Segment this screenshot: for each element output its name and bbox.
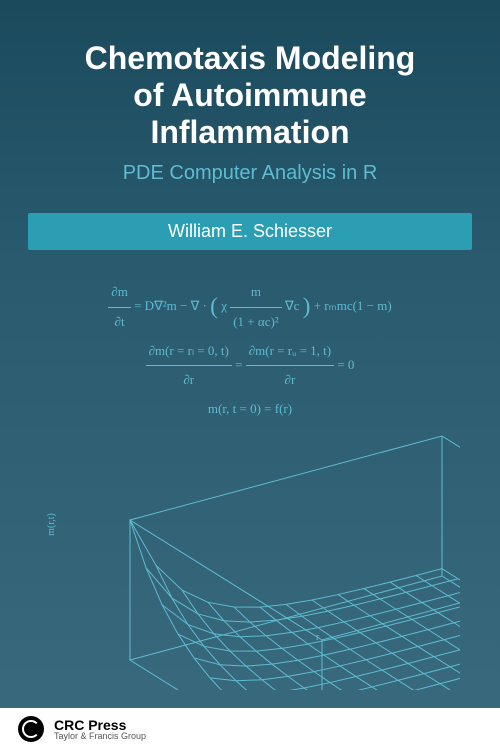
publisher-text: CRC Press Taylor & Francis Group — [54, 718, 146, 741]
eq1-rhs-b: ∇c — [285, 298, 299, 313]
eq1-tail: + rₘmc(1 − m) — [314, 298, 392, 313]
eq2-eq1: = — [235, 357, 246, 372]
eq2-f2-num: ∂m(r = rᵤ = 1, t) — [246, 337, 334, 367]
eq1-paren-close: ) — [303, 294, 311, 320]
book-cover: Chemotaxis Modeling of Autoimmune Inflam… — [0, 0, 500, 750]
eq1-lhs-frac: ∂m ∂t — [108, 278, 131, 336]
eq1-frac2: m (1 + αc)² — [230, 278, 281, 336]
axis-label-z: m(r,t) — [46, 513, 57, 536]
author-name: William E. Schiesser — [168, 221, 332, 241]
title-line-2: of Autoimmune — [133, 77, 366, 113]
eq1-paren-open: ( — [210, 294, 218, 320]
eq1-lhs-den: ∂t — [108, 308, 131, 337]
title-line-3: Inflammation — [150, 114, 349, 150]
publisher-tagline: Taylor & Francis Group — [54, 732, 146, 741]
eq1-rhs-a: = D∇²m − ∇ · — [134, 298, 210, 313]
eq2-frac1: ∂m(r = rₗ = 0, t) ∂r — [146, 337, 232, 395]
eq2-f1-num: ∂m(r = rₗ = 0, t) — [146, 337, 232, 367]
crc-logo-icon — [18, 716, 44, 742]
equation-2: ∂m(r = rₗ = 0, t) ∂r = ∂m(r = rᵤ = 1, t)… — [0, 337, 500, 395]
publisher-name: CRC Press — [54, 718, 146, 732]
subtitle: PDE Computer Analysis in R — [30, 162, 470, 185]
publisher-bar: CRC Press Taylor & Francis Group — [0, 708, 500, 750]
eq1-frac2-num: m — [230, 278, 281, 308]
eq2-frac2: ∂m(r = rᵤ = 1, t) ∂r — [246, 337, 334, 395]
equation-block: ∂m ∂t = D∇²m − ∇ · ( χ m (1 + αc)² ∇c ) … — [0, 278, 500, 423]
eq2-f2-den: ∂r — [246, 366, 334, 395]
eq2-f1-den: ∂r — [146, 366, 232, 395]
eq1-chi: χ — [221, 298, 227, 313]
equation-1: ∂m ∂t = D∇²m − ∇ · ( χ m (1 + αc)² ∇c ) … — [0, 278, 500, 336]
title-block: Chemotaxis Modeling of Autoimmune Inflam… — [0, 0, 500, 195]
eq1-frac2-den: (1 + αc)² — [230, 308, 281, 337]
main-title: Chemotaxis Modeling of Autoimmune Inflam… — [30, 40, 470, 150]
author-bar: William E. Schiesser — [28, 213, 472, 250]
title-line-1: Chemotaxis Modeling — [85, 40, 416, 76]
eq1-lhs-num: ∂m — [108, 278, 131, 308]
surface-plot: rt — [40, 410, 460, 690]
eq2-tail: = 0 — [337, 357, 354, 372]
